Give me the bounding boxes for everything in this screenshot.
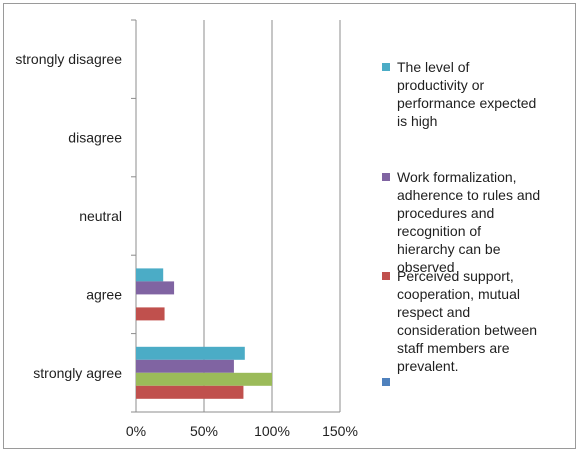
chart-frame — [3, 3, 576, 449]
bar — [136, 346, 245, 360]
legend-swatch — [382, 378, 390, 386]
bar — [136, 372, 272, 386]
category-label: agree — [86, 286, 122, 302]
x-tick-label: 0% — [126, 423, 146, 439]
legend-label: Work formalization, adherence to rules an… — [397, 169, 540, 275]
legend-label: Perceived support, cooperation, mutual res… — [397, 268, 537, 374]
x-tick-label: 50% — [190, 423, 218, 439]
legend-label: The level of productivity or performance e… — [397, 59, 536, 129]
legend-swatch — [382, 272, 390, 280]
legend-swatch — [382, 63, 390, 71]
bar — [136, 281, 175, 295]
x-tick-label: 150% — [322, 423, 358, 439]
bar — [136, 307, 165, 321]
category-label: strongly agree — [33, 365, 122, 381]
bar — [136, 385, 244, 399]
category-label: neutral — [79, 208, 122, 224]
bar — [136, 359, 234, 373]
category-label: strongly disagree — [15, 51, 122, 67]
bar — [136, 268, 164, 282]
x-tick-label: 100% — [254, 423, 290, 439]
category-label: disagree — [68, 130, 122, 146]
legend-swatch — [382, 173, 390, 181]
